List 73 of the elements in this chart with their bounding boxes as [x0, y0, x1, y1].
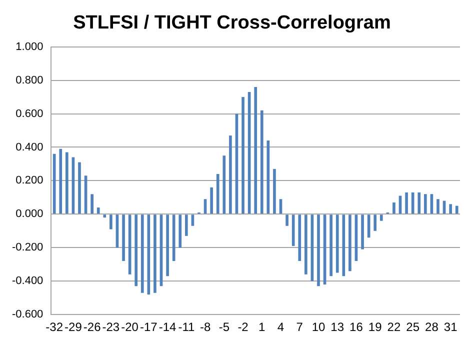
x-tick-label: -14 — [158, 320, 177, 334]
bar — [178, 214, 182, 248]
x-tick-label: 16 — [350, 320, 364, 334]
bar — [455, 206, 458, 214]
bar — [78, 162, 81, 214]
bar — [436, 199, 440, 214]
x-tick-label: -17 — [140, 320, 158, 334]
bar — [317, 214, 320, 286]
bar — [424, 194, 427, 214]
bar — [222, 156, 226, 214]
bar — [242, 97, 244, 214]
y-tick-label: 0.600 — [16, 108, 44, 120]
bar — [330, 214, 332, 276]
bar — [449, 204, 452, 214]
bar — [122, 214, 125, 262]
bar — [348, 214, 352, 272]
x-tick-label: 22 — [387, 320, 401, 334]
y-tick-label: 0.400 — [16, 141, 44, 154]
bar — [59, 148, 62, 214]
bar — [298, 214, 302, 262]
bar — [166, 214, 169, 276]
bar — [216, 174, 220, 214]
x-tick-label: -29 — [64, 320, 82, 334]
bar — [154, 214, 156, 293]
bar — [380, 214, 383, 221]
bar — [229, 136, 232, 214]
bar — [66, 152, 68, 214]
bar — [103, 214, 106, 218]
bar — [405, 192, 408, 214]
x-tick-label: 28 — [425, 320, 439, 334]
x-tick-label: -32 — [46, 320, 64, 334]
x-tick-label: -23 — [102, 320, 120, 334]
x-tick-label: 7 — [296, 320, 304, 334]
bar — [273, 168, 276, 214]
y-tick-label: -0.600 — [12, 308, 44, 321]
bar — [304, 214, 308, 274]
chart-title: STLFSI / TIGHT Cross-Correlogram — [73, 12, 391, 34]
x-tick-label: -26 — [83, 320, 102, 334]
x-tick-label: 10 — [312, 320, 326, 334]
bar — [110, 214, 112, 230]
x-tick-label: -20 — [121, 320, 139, 334]
bar — [96, 207, 100, 214]
bar — [210, 187, 213, 214]
bar — [286, 214, 288, 226]
bar — [342, 214, 346, 276]
bar — [418, 192, 421, 214]
bar — [260, 110, 264, 214]
bar — [336, 214, 339, 273]
x-tick-label: 4 — [277, 320, 284, 334]
x-tick-label: 1 — [258, 320, 266, 334]
y-tick-label: -0.200 — [12, 242, 44, 254]
x-tick-label: 13 — [330, 320, 344, 334]
x-tick-label: -11 — [178, 320, 195, 334]
x-tick-label: 31 — [444, 320, 458, 334]
y-tick-label: 1.000 — [16, 40, 44, 53]
y-tick-label: 0.800 — [16, 74, 44, 86]
bar — [90, 194, 94, 214]
x-tick-label: -2 — [238, 320, 249, 334]
x-tick-label: -8 — [200, 320, 211, 334]
bar — [140, 214, 144, 293]
bar — [134, 214, 138, 286]
x-tick-label: 19 — [368, 320, 382, 334]
bar — [361, 214, 364, 250]
bar — [254, 86, 258, 214]
bar — [374, 214, 377, 231]
bar — [392, 202, 396, 214]
x-tick-label: 25 — [406, 320, 420, 334]
bar — [184, 214, 188, 236]
bar — [191, 214, 194, 226]
y-tick-label: -0.400 — [12, 275, 44, 288]
y-tick-label: 0.200 — [16, 174, 44, 187]
y-tick-label: 0.000 — [16, 208, 44, 220]
x-tick-label: -5 — [218, 320, 230, 334]
